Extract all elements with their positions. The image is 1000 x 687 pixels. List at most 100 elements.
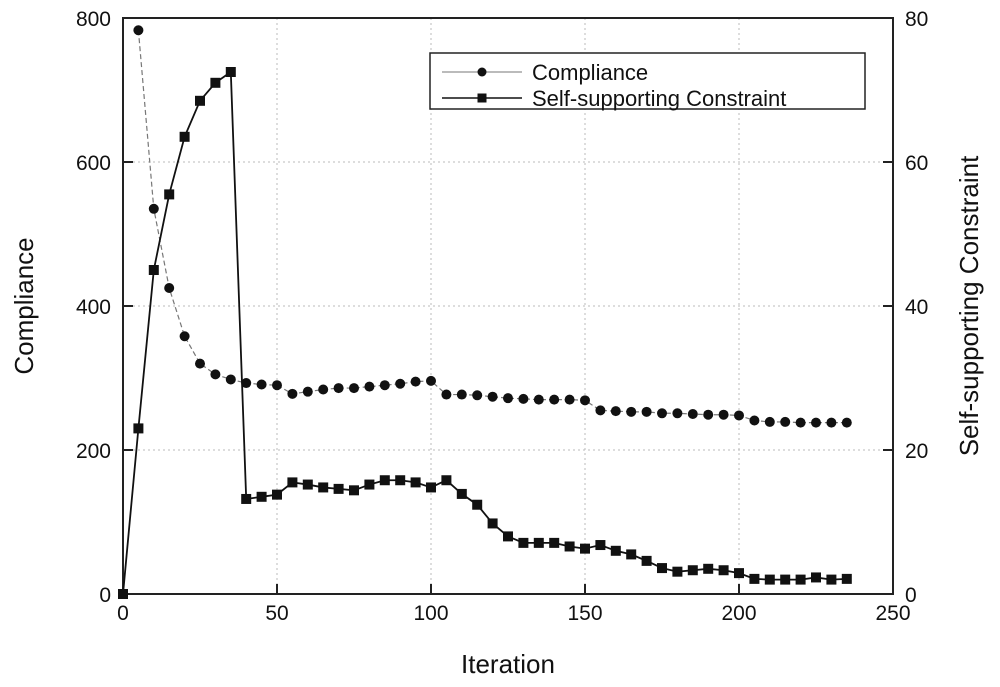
data-point-compliance <box>364 381 375 392</box>
data-point-compliance <box>441 389 452 400</box>
data-point-compliance <box>549 394 560 405</box>
data-point-compliance <box>503 393 513 404</box>
data-point-compliance <box>703 409 714 420</box>
data-point-compliance <box>241 378 252 389</box>
data-point-compliance <box>749 415 760 426</box>
series-line-constraint <box>122 70 847 595</box>
data-point-compliance <box>256 379 267 390</box>
data-point-compliance <box>626 406 637 417</box>
data-point-constraint <box>410 477 421 488</box>
legend-label-compliance: Compliance <box>532 60 648 85</box>
data-point-constraint <box>549 537 560 548</box>
data-point-constraint <box>580 543 590 554</box>
legend-label-constraint: Self-supporting Constraint <box>532 86 786 111</box>
data-point-constraint <box>148 265 159 275</box>
legend-box <box>429 52 866 110</box>
legend: Compliance Self-supporting Constraint <box>429 52 866 111</box>
data-point-constraint <box>133 423 144 434</box>
data-point-constraint <box>795 574 806 585</box>
x-tick-label: 250 <box>875 602 910 625</box>
data-point-constraint <box>564 541 575 552</box>
data-point-compliance <box>641 406 652 417</box>
data-point-constraint <box>487 518 498 529</box>
data-point-compliance <box>210 369 221 380</box>
y2-tick-label: 60 <box>905 152 928 175</box>
data-point-constraint <box>472 499 483 510</box>
data-point-compliance <box>302 386 313 397</box>
data-point-constraint <box>610 545 621 556</box>
y2-tick-label: 0 <box>905 584 917 607</box>
y-tick-label: 600 <box>76 152 111 175</box>
data-point-constraint <box>811 572 821 583</box>
data-point-constraint <box>364 479 375 490</box>
x-tick-label: 150 <box>567 602 602 625</box>
data-point-constraint <box>657 563 667 574</box>
data-point-compliance <box>487 391 498 402</box>
data-point-compliance <box>225 374 236 385</box>
data-point-constraint <box>379 475 390 486</box>
data-point-constraint <box>595 540 606 551</box>
grid <box>123 18 893 594</box>
data-point-constraint <box>687 565 698 576</box>
data-point-compliance <box>472 390 483 401</box>
data-point-constraint <box>225 67 236 77</box>
data-point-compliance <box>826 417 837 428</box>
data-point-constraint <box>118 589 128 599</box>
data-point-compliance <box>657 408 667 419</box>
data-point-constraint <box>349 485 359 496</box>
data-point-compliance <box>148 203 159 214</box>
series-layer <box>118 25 852 599</box>
data-point-compliance <box>687 409 698 419</box>
data-point-constraint <box>533 537 544 548</box>
data-point-compliance <box>287 388 298 399</box>
data-point-constraint <box>456 488 467 499</box>
y2-tick-label: 20 <box>905 440 928 463</box>
data-point-compliance <box>518 393 529 404</box>
data-point-compliance <box>379 380 390 391</box>
y2-tick-label: 40 <box>905 296 928 319</box>
data-point-constraint <box>503 531 513 542</box>
series-line-compliance <box>137 30 847 424</box>
y-tick-label: 0 <box>99 584 111 607</box>
y-tick-label: 200 <box>76 440 111 463</box>
data-point-compliance <box>533 394 544 405</box>
data-point-constraint <box>333 483 344 494</box>
data-point-compliance <box>164 283 175 293</box>
data-point-compliance <box>595 405 606 416</box>
data-point-constraint <box>718 565 729 576</box>
data-point-constraint <box>195 95 205 106</box>
data-point-compliance <box>795 417 806 428</box>
x-tick-label: 0 <box>117 602 129 625</box>
data-point-constraint <box>256 491 267 502</box>
data-point-compliance <box>672 408 683 419</box>
data-point-constraint <box>395 475 406 486</box>
x-tick-label: 50 <box>265 602 288 625</box>
x-axis-title: Iteration <box>461 649 555 679</box>
y2-axis-title: Self-supporting Constraint <box>954 155 984 456</box>
data-point-constraint <box>164 189 175 200</box>
data-point-constraint <box>210 77 221 88</box>
data-point-compliance <box>456 389 467 400</box>
data-point-constraint <box>287 477 298 488</box>
data-point-constraint <box>518 537 529 548</box>
legend-marker-compliance <box>477 67 487 77</box>
x-tick-label: 100 <box>413 602 448 625</box>
data-point-compliance <box>610 406 621 417</box>
data-point-compliance <box>410 376 421 387</box>
data-point-constraint <box>272 489 282 500</box>
data-point-constraint <box>703 563 714 574</box>
data-point-constraint <box>764 574 775 585</box>
y-tick-label: 400 <box>76 296 111 319</box>
data-point-compliance <box>764 416 775 427</box>
data-point-compliance <box>318 384 329 395</box>
legend-marker-constraint <box>477 93 487 103</box>
data-point-constraint <box>318 482 329 493</box>
data-point-compliance <box>734 410 744 421</box>
data-point-compliance <box>426 375 436 386</box>
data-point-constraint <box>780 574 791 585</box>
data-point-constraint <box>179 131 190 142</box>
data-point-compliance <box>133 25 144 36</box>
